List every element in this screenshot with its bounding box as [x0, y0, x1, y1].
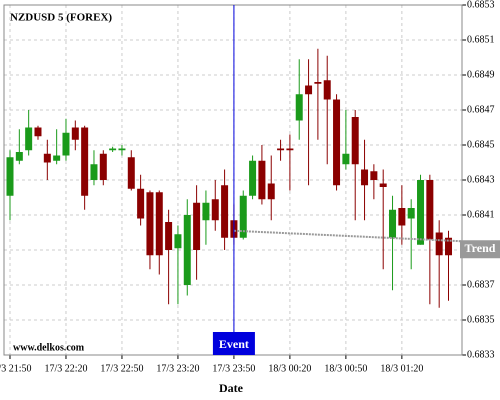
candle-body: [99, 153, 107, 180]
candle-body: [379, 183, 387, 187]
candle-body: [146, 192, 154, 256]
candle-body: [43, 153, 51, 163]
candle-body: [53, 155, 61, 161]
candle-body: [211, 199, 219, 221]
candle-body: [118, 148, 126, 151]
x-tick-label: 18/3 00:20: [268, 363, 311, 374]
candle-body: [314, 82, 322, 84]
candle-body: [277, 148, 285, 151]
y-tick-label: 0.6851: [467, 34, 495, 45]
trend-label: Trend: [465, 241, 496, 255]
x-tick-label: 18/3 00:50: [324, 363, 367, 374]
candle-body: [398, 208, 406, 226]
candle-body: [361, 169, 369, 186]
x-tick-label: 17/3 23:50: [212, 363, 255, 374]
candle-body: [342, 153, 350, 165]
event-label: Event: [219, 337, 249, 351]
candle-body: [295, 94, 303, 121]
candle-body: [165, 222, 173, 250]
x-tick-label: 17/3 22:50: [100, 363, 143, 374]
candle-body: [249, 160, 257, 196]
candle-body: [34, 127, 42, 137]
candle-body: [333, 99, 341, 186]
y-tick-label: 0.6837: [467, 279, 495, 290]
candle-body: [286, 148, 294, 151]
candle-body: [221, 185, 229, 238]
event-label-box: [212, 332, 255, 355]
candle-body: [90, 164, 98, 180]
candle-body: [174, 234, 182, 249]
y-tick-label: 0.6835: [467, 314, 495, 325]
x-tick-label: 17/3 21:50: [0, 363, 32, 374]
candle-body: [370, 171, 378, 180]
candle-body: [15, 152, 23, 161]
candle-body: [127, 157, 135, 189]
candle-body: [305, 85, 313, 95]
trend-line: [233, 229, 463, 243]
candle-body: [351, 117, 359, 165]
candle-body: [202, 202, 210, 221]
candle-body: [71, 127, 79, 140]
candle-body: [435, 232, 443, 256]
x-tick-label: 17/3 22:20: [44, 363, 87, 374]
candle-body: [407, 208, 415, 219]
x-tick-label: 17/3 23:20: [156, 363, 199, 374]
y-tick-label: 0.6849: [467, 69, 495, 80]
candle-body: [445, 237, 453, 256]
candle-body: [193, 202, 201, 250]
candle-body: [323, 80, 331, 100]
candle-body: [25, 127, 33, 151]
candle-body: [109, 148, 117, 151]
candle-body: [137, 188, 145, 219]
y-tick-label: 0.6845: [467, 139, 495, 150]
x-axis-label: Date: [219, 381, 244, 395]
candle-body: [417, 180, 425, 245]
x-tick-label: 18/3 01:20: [380, 363, 423, 374]
y-tick-label: 0.6843: [467, 174, 495, 185]
y-tick-label: 0.6853: [467, 0, 495, 10]
candle-body: [6, 157, 14, 196]
candle-body: [258, 160, 266, 200]
candle-body: [239, 195, 247, 238]
chart-title: NZDUSD 5 (FOREX): [10, 12, 112, 24]
candle-body: [62, 132, 70, 156]
candle-body: [426, 180, 434, 240]
candle-body: [81, 127, 89, 196]
y-tick-label: 0.6841: [467, 209, 495, 220]
candle-body: [389, 209, 397, 238]
y-tick-label: 0.6833: [467, 349, 495, 360]
candle-body: [183, 215, 191, 285]
candle-body: [155, 192, 163, 256]
candle-body: [267, 183, 275, 200]
watermark: www.delkos.com: [13, 342, 85, 353]
y-tick-label: 0.6847: [467, 104, 495, 115]
trend-label-box: [460, 240, 500, 259]
